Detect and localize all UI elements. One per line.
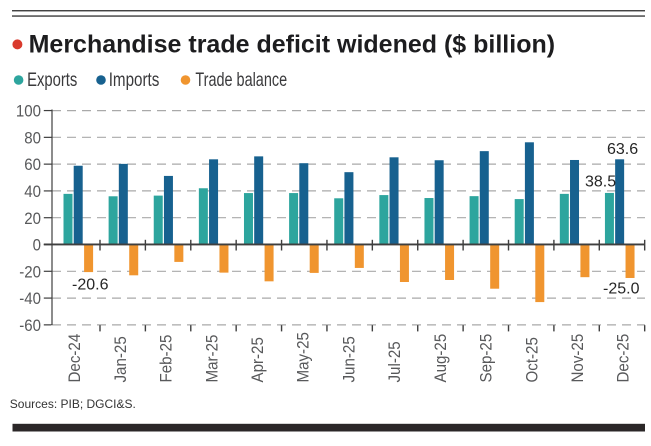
svg-text:Sources: PIB; DGCI&S.: Sources: PIB; DGCI&S. <box>10 397 136 411</box>
svg-text:Feb-25: Feb-25 <box>157 335 176 383</box>
svg-text:Oct-25: Oct-25 <box>523 337 542 382</box>
svg-text:-20.6: -20.6 <box>72 277 109 294</box>
svg-text:Merchandise trade deficit wide: Merchandise trade deficit widened ($ bil… <box>29 31 555 59</box>
svg-text:May-25: May-25 <box>294 332 313 382</box>
svg-text:Imports: Imports <box>109 68 160 90</box>
svg-text:Nov-25: Nov-25 <box>568 334 587 383</box>
svg-text:Jul-25: Jul-25 <box>385 341 404 382</box>
svg-text:63.6: 63.6 <box>607 141 638 158</box>
svg-text:0: 0 <box>33 236 41 255</box>
svg-text:-25.0: -25.0 <box>603 280 640 297</box>
svg-text:Aug-25: Aug-25 <box>431 334 450 383</box>
svg-text:100: 100 <box>16 102 41 121</box>
svg-text:Apr-25: Apr-25 <box>248 337 267 382</box>
svg-text:60: 60 <box>24 155 41 174</box>
svg-text:-60: -60 <box>19 316 41 335</box>
svg-text:20: 20 <box>24 209 41 228</box>
svg-text:-40: -40 <box>19 289 41 308</box>
svg-text:Mar-25: Mar-25 <box>202 335 221 383</box>
svg-text:38.5: 38.5 <box>585 174 616 191</box>
svg-text:80: 80 <box>24 129 41 148</box>
svg-text:-20: -20 <box>19 263 41 282</box>
svg-text:Dec-24: Dec-24 <box>65 334 84 383</box>
svg-text:Sep-25: Sep-25 <box>477 334 496 383</box>
svg-text:Jun-25: Jun-25 <box>340 336 359 382</box>
svg-text:Exports: Exports <box>27 69 77 90</box>
svg-text:40: 40 <box>24 182 41 201</box>
svg-text:Trade balance: Trade balance <box>195 69 287 90</box>
svg-text:Jan-25: Jan-25 <box>111 336 130 382</box>
svg-text:Dec-25: Dec-25 <box>614 334 633 383</box>
